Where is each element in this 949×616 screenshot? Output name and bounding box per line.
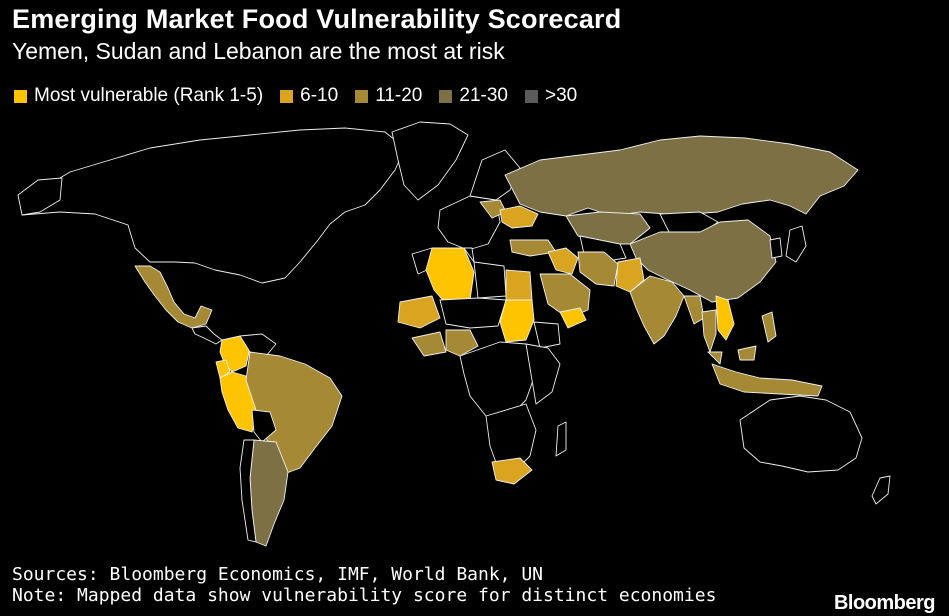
korea	[769, 237, 783, 259]
madagascar	[555, 421, 567, 457]
mexico	[134, 265, 213, 329]
mali	[397, 295, 441, 329]
india	[629, 275, 685, 345]
new-zealand	[871, 475, 891, 505]
china	[629, 219, 777, 303]
libya	[473, 261, 507, 299]
japan	[785, 225, 807, 263]
vietnam-laos	[715, 295, 735, 341]
australia	[739, 395, 863, 473]
canada-usa-region	[21, 127, 406, 284]
thailand	[701, 309, 717, 353]
legend-label: 6-10	[300, 85, 339, 106]
east-africa	[525, 343, 561, 405]
turkey	[509, 239, 557, 257]
chart-title: Emerging Market Food Vulnerability Score…	[12, 4, 622, 34]
legend-label: 21-30	[459, 85, 508, 106]
south-africa	[491, 457, 533, 485]
legend-swatch	[280, 89, 294, 103]
iraq-syria-lebanon	[547, 247, 579, 275]
legend-item-rank-6-10: 6-10	[280, 85, 338, 107]
legend-swatch	[14, 89, 27, 103]
west-africa	[411, 331, 447, 357]
source-note: Sources: Bloomberg Economics, IMF, World…	[12, 564, 544, 585]
myanmar-bangladesh	[683, 295, 705, 325]
greenland	[391, 121, 469, 201]
legend-item-rank-11-20: 11-20	[355, 85, 422, 107]
ethiopia	[533, 321, 561, 349]
legend-swatch	[355, 89, 369, 103]
ukraine	[499, 205, 539, 229]
bloomberg-logo: Bloomberg	[833, 592, 936, 614]
legend-item-rank-21-30: 21-30	[439, 85, 508, 107]
indonesia	[711, 363, 823, 397]
central-america	[191, 325, 223, 345]
legend-item-rank-1-5: Most vulnerable (Rank 1-5)	[14, 85, 263, 107]
venezuela	[239, 333, 277, 357]
legend-label: Most vulnerable (Rank 1-5)	[34, 85, 264, 106]
chile	[239, 439, 257, 543]
legend-label: >30	[544, 85, 578, 106]
nigeria	[445, 329, 479, 357]
legend-swatch	[439, 89, 453, 103]
world-map	[17, 121, 891, 547]
chart-subtitle: Yemen, Sudan and Lebanon are the most at…	[12, 38, 505, 64]
iran	[577, 251, 619, 287]
legend: Most vulnerable (Rank 1-5) 6-10 11-20 21…	[14, 84, 594, 108]
tunisia	[463, 247, 475, 263]
philippines	[761, 311, 777, 343]
egypt	[505, 269, 533, 301]
bolivia	[251, 409, 277, 443]
legend-label: 11-20	[375, 85, 423, 106]
yemen	[559, 307, 587, 329]
saudi-arabia	[539, 273, 591, 319]
ecuador	[215, 359, 231, 379]
legend-swatch	[524, 89, 538, 103]
footnote: Note: Mapped data show vulnerability sco…	[12, 585, 717, 606]
sudan	[499, 299, 535, 343]
malaysia	[707, 345, 757, 365]
niger-chad	[439, 297, 507, 329]
algeria	[425, 247, 475, 307]
kazakhstan	[565, 211, 651, 245]
legend-item-rank-over-30: >30	[524, 85, 578, 107]
russia	[504, 135, 859, 217]
alaska	[17, 177, 63, 216]
